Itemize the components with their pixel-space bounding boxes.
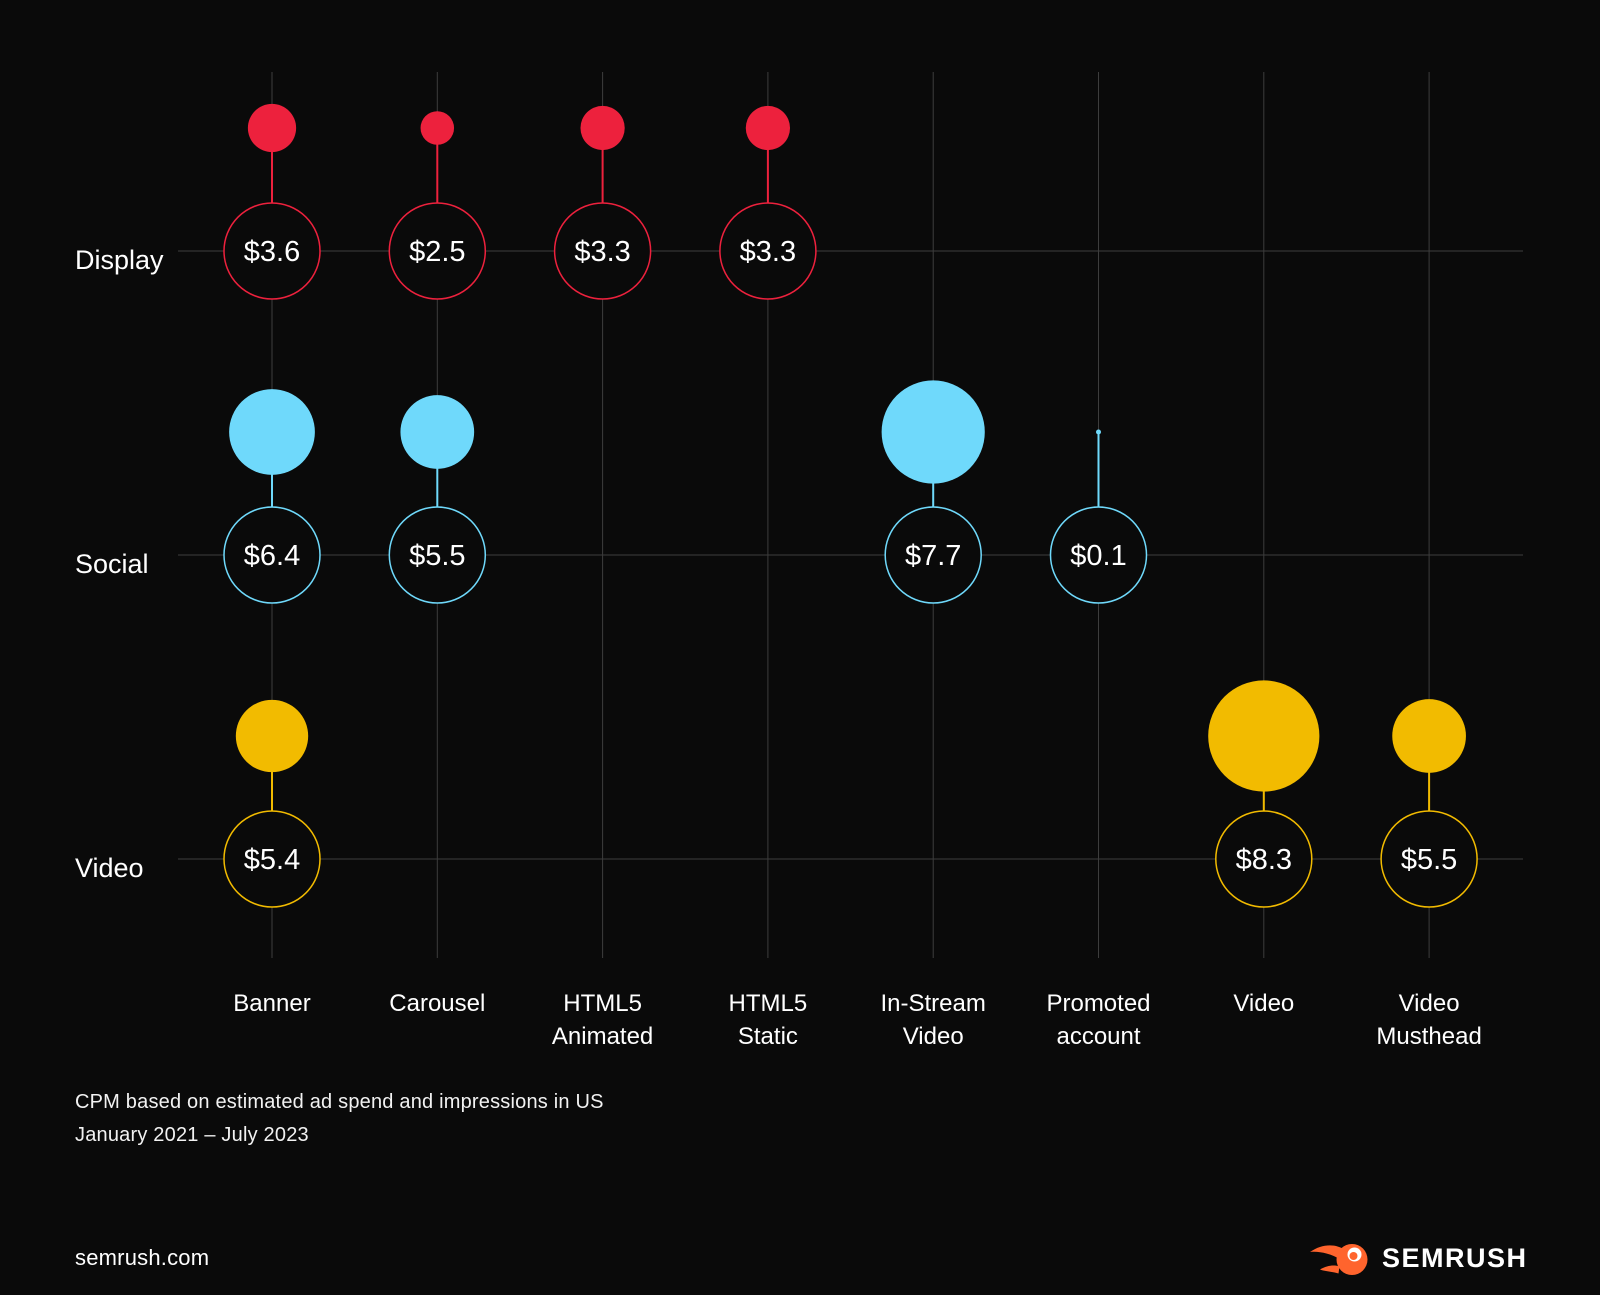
bubble (881, 380, 985, 484)
row-label: Social (75, 549, 149, 579)
value-circle (223, 810, 321, 908)
value-circle (223, 202, 321, 300)
semrush-logo: SEMRUSH (1308, 1238, 1528, 1278)
column-label: Video (1399, 990, 1460, 1017)
value-label: $2.5 (409, 236, 465, 268)
column-label: Promoted (1046, 990, 1150, 1017)
column-label: In-Stream (881, 990, 986, 1017)
value-circle (1049, 506, 1148, 604)
value-circle (223, 506, 321, 604)
footnote-line-2: January 2021 – July 2023 (75, 1124, 309, 1146)
row-label: Display (75, 245, 164, 275)
bubble (580, 105, 625, 151)
value-label: $6.4 (244, 540, 300, 572)
source-url: semrush.com (75, 1245, 210, 1270)
value-circle (719, 202, 817, 300)
column-label: Banner (233, 990, 310, 1017)
bubble (247, 103, 297, 153)
column-label: Video (1233, 990, 1294, 1017)
column-label: Musthead (1376, 1023, 1481, 1050)
value-label: $3.3 (740, 236, 796, 268)
chart-footnote: CPM based on estimated ad spend and impr… (75, 1086, 604, 1152)
semrush-wordmark: SEMRUSH (1382, 1242, 1528, 1273)
bubble (229, 389, 315, 475)
value-circle (1215, 810, 1313, 908)
column-label: Carousel (389, 990, 485, 1017)
column-label: Animated (552, 1023, 653, 1050)
column-label: HTML5 (729, 990, 808, 1017)
bubble (400, 395, 475, 469)
value-circle (388, 506, 487, 604)
row-label: Video (75, 853, 144, 883)
bubble (745, 105, 791, 151)
bubble (420, 111, 455, 145)
footnote-line-1: CPM based on estimated ad spend and impr… (75, 1091, 604, 1113)
semrush-flame-icon (1310, 1244, 1368, 1275)
value-circle (1380, 810, 1478, 908)
column-label: HTML5 (563, 990, 642, 1017)
value-label: $0.1 (1070, 540, 1126, 572)
value-circle (884, 506, 982, 604)
value-circle (553, 202, 652, 300)
bubble (1096, 429, 1101, 435)
bubble (1392, 699, 1466, 773)
column-label: Video (903, 1023, 964, 1050)
value-label: $5.5 (409, 540, 465, 572)
value-label: $7.7 (905, 540, 961, 572)
column-label: Static (738, 1023, 798, 1050)
value-label: $3.3 (574, 236, 630, 268)
value-label: $3.6 (244, 236, 300, 268)
value-label: $8.3 (1236, 844, 1292, 876)
bubble (1208, 680, 1320, 792)
column-label: account (1056, 1023, 1140, 1050)
value-circle (388, 202, 487, 300)
value-label: $5.5 (1401, 844, 1457, 876)
bubble (235, 699, 309, 773)
value-label: $5.4 (244, 844, 300, 876)
